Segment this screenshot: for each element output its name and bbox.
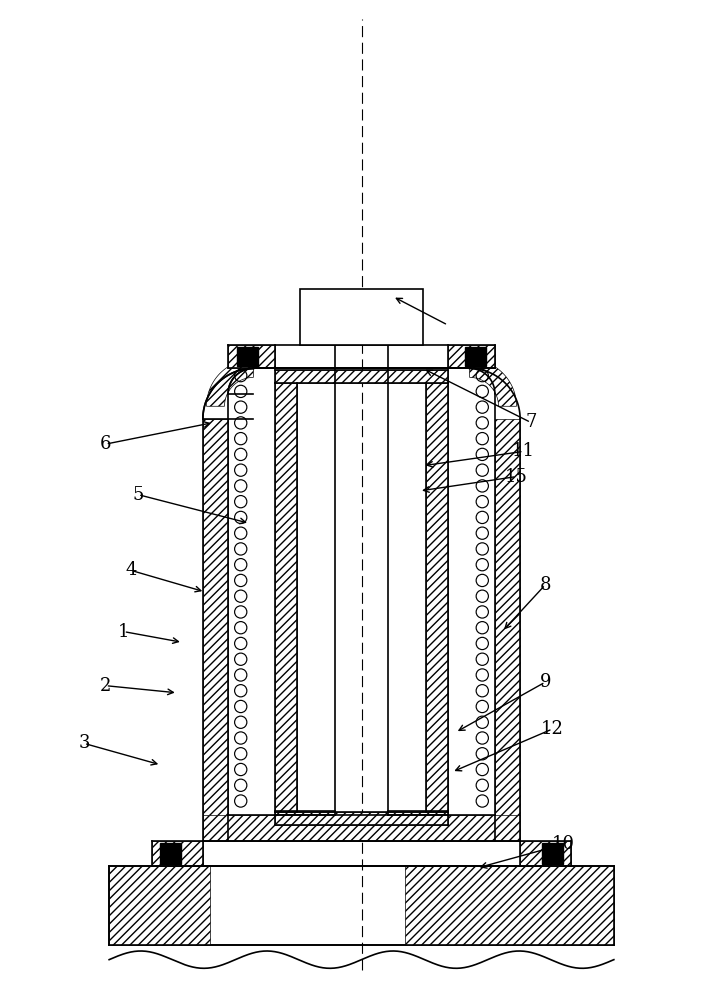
Text: 5: 5 — [132, 486, 144, 504]
Bar — [300, 289, 423, 345]
Text: 8: 8 — [539, 576, 551, 594]
Bar — [405, 866, 614, 945]
Bar — [237, 347, 257, 366]
Bar — [542, 843, 562, 864]
Bar — [520, 841, 570, 866]
Text: 6: 6 — [100, 435, 111, 453]
Bar — [275, 370, 448, 383]
Bar — [275, 812, 448, 825]
Bar — [153, 841, 203, 866]
Bar — [228, 345, 275, 368]
Text: 9: 9 — [539, 673, 551, 691]
Text: 7: 7 — [525, 413, 536, 431]
Text: 4: 4 — [125, 561, 137, 579]
Bar — [448, 345, 495, 368]
Text: 15: 15 — [505, 468, 528, 486]
Bar — [161, 843, 181, 864]
Bar — [427, 383, 448, 812]
Bar — [109, 866, 614, 945]
Bar — [109, 866, 210, 945]
Bar — [203, 815, 520, 841]
Bar — [466, 347, 486, 366]
Text: 11: 11 — [512, 442, 535, 460]
PathPatch shape — [470, 359, 516, 406]
Bar — [203, 419, 228, 841]
PathPatch shape — [207, 359, 253, 406]
Bar — [495, 419, 520, 841]
Text: 12: 12 — [541, 720, 564, 738]
Text: 3: 3 — [78, 734, 90, 752]
Text: 1: 1 — [118, 623, 129, 641]
Text: 10: 10 — [552, 835, 575, 853]
Bar — [275, 383, 296, 812]
Text: 2: 2 — [100, 677, 111, 695]
